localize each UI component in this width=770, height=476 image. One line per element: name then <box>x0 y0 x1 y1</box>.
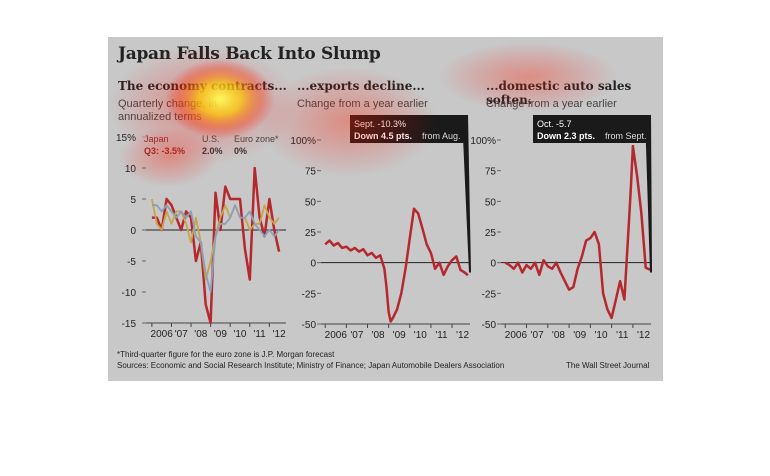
x-tick-label: '07 <box>350 330 363 341</box>
x-tick-label: '08 <box>372 330 385 341</box>
x-tick-label: '09 <box>214 329 227 340</box>
y-tick-label: 15% <box>116 133 136 144</box>
x-tick-label: '10 <box>414 330 427 341</box>
x-tick-label: '10 <box>594 330 607 341</box>
annotation-pointer <box>462 115 471 273</box>
y-tick-label: 100% <box>470 136 496 147</box>
footnote: *Third-quarter figure for the euro zone … <box>117 350 335 359</box>
x-tick-label: '11 <box>253 329 266 340</box>
y-tick-label: 0 <box>490 259 496 270</box>
x-tick-label: '11 <box>435 330 448 341</box>
charts-svg: 15%1050-5-10-152006'07'08'09'10'11'12Jap… <box>116 115 652 341</box>
y-tick-label: 75 <box>305 167 317 178</box>
x-tick-label: '10 <box>233 329 246 340</box>
x-tick-label: '08 <box>552 330 565 341</box>
x-tick-label: 2006 <box>151 329 174 340</box>
annotation-pointer <box>645 115 652 273</box>
x-tick-label: 2006 <box>325 330 348 341</box>
y-tick-label: -25 <box>482 289 497 300</box>
y-tick-label: 25 <box>485 228 497 239</box>
legend-value: 2.0% <box>202 146 223 156</box>
legend-name: Euro zone* <box>234 134 279 144</box>
x-tick-label: '12 <box>637 330 650 341</box>
y-tick-label: 50 <box>485 197 497 208</box>
series-line <box>151 166 281 325</box>
annotation-line1: Sept. -10.3% <box>354 119 406 129</box>
y-tick-label: 25 <box>305 228 317 239</box>
x-tick-label: '12 <box>456 330 469 341</box>
x-tick-label: '09 <box>393 330 406 341</box>
annotation-box <box>533 115 649 143</box>
legend-value: 0% <box>234 146 247 156</box>
series-line <box>324 207 469 323</box>
annotation-line2-bold: Down 4.5 pts. <box>354 131 412 141</box>
series-line <box>151 204 280 293</box>
sources: Sources: Economic and Social Research In… <box>117 361 505 370</box>
chart-card: Japan Falls Back Into Slump The economy … <box>108 37 663 381</box>
x-tick-label: '08 <box>194 329 207 340</box>
y-tick-label: -50 <box>302 320 317 331</box>
x-tick-label: '12 <box>273 329 286 340</box>
y-tick-label: 0 <box>310 259 316 270</box>
y-tick-label: -15 <box>122 319 137 330</box>
annotation-line2-rest: from Sept. <box>605 131 647 141</box>
annotation-line1: Oct. -5.7 <box>537 119 572 129</box>
y-tick-label: -5 <box>127 257 136 268</box>
annotation-line2-rest: from Aug. <box>422 131 461 141</box>
credit: The Wall Street Journal <box>566 361 650 370</box>
y-tick-label: -25 <box>302 289 317 300</box>
y-tick-label: 10 <box>125 164 137 175</box>
x-tick-label: '07 <box>175 329 188 340</box>
series-line <box>504 144 651 320</box>
y-tick-label: 0 <box>130 226 136 237</box>
legend-name: Japan <box>144 134 169 144</box>
x-tick-label: 2006 <box>505 330 528 341</box>
y-tick-label: 5 <box>130 195 136 206</box>
x-tick-label: '07 <box>531 330 544 341</box>
y-tick-label: 75 <box>485 167 497 178</box>
y-tick-label: -50 <box>482 320 497 331</box>
x-tick-label: '11 <box>616 330 629 341</box>
legend-value: Q3: -3.5% <box>144 146 185 156</box>
y-tick-label: -10 <box>122 288 137 299</box>
y-tick-label: 100% <box>290 136 316 147</box>
legend-name: U.S. <box>202 134 220 144</box>
annotation-line2-bold: Down 2.3 pts. <box>537 131 595 141</box>
x-tick-label: '09 <box>573 330 586 341</box>
y-tick-label: 50 <box>305 197 317 208</box>
